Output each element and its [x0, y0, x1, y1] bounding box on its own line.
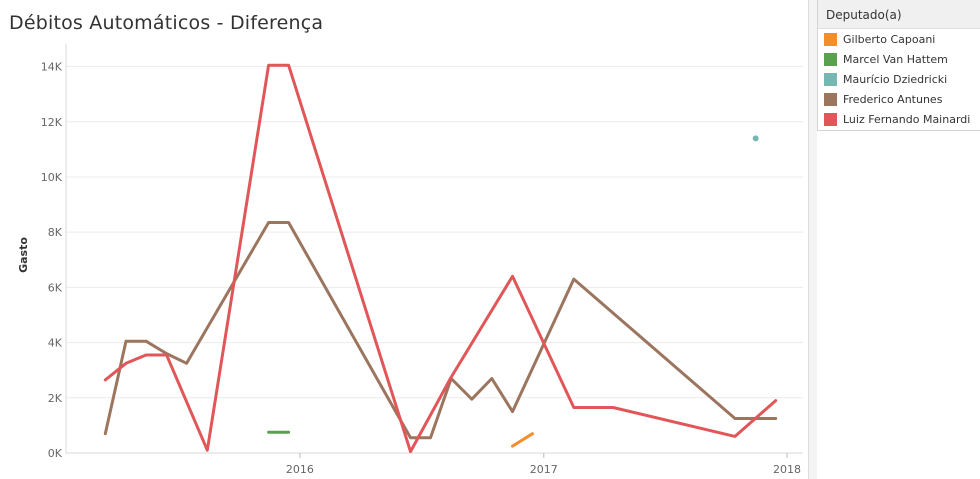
legend-label: Luiz Fernando Mainardi: [843, 112, 971, 126]
legend-swatch: [824, 72, 837, 86]
series-line-gilberto-capoani[interactable]: [511, 432, 534, 448]
y-tick-label: 14K: [41, 61, 63, 74]
y-tick-label: 12K: [41, 116, 63, 129]
series-point-mauricio-dziedricki[interactable]: [752, 135, 759, 142]
legend-item-frederico-antunes[interactable]: Frederico Antunes: [818, 89, 980, 109]
axes: 0K 2K 4K 6K 8K 10K 12K 14K 2016 2017 2018: [41, 44, 803, 476]
series-lines: [103, 63, 778, 454]
y-tick-label: 0K: [48, 447, 63, 460]
series-line-luiz-fernando-mainardi[interactable]: [103, 63, 778, 454]
x-tick-label: 2017: [530, 463, 558, 476]
legend-label: Gilberto Capoani: [843, 32, 936, 46]
y-tick-label: 6K: [48, 281, 63, 294]
legend-item-marcel-van-hattem[interactable]: Marcel Van Hattem: [818, 49, 980, 69]
legend-item-gilberto-capoani[interactable]: Gilberto Capoani: [818, 29, 980, 49]
y-tick-label: 8K: [48, 226, 63, 239]
legend-label: Marcel Van Hattem: [843, 52, 948, 66]
legend-items: Gilberto Capoani Marcel Van Hattem Mauríci…: [818, 29, 980, 129]
series-line-frederico-antunes[interactable]: [103, 221, 778, 440]
legend-label: Maurício Dziedricki: [843, 72, 948, 86]
legend-swatch: [824, 112, 837, 126]
legend-item-mauricio-dziedricki[interactable]: Maurício Dziedricki: [818, 69, 980, 89]
legend-label: Frederico Antunes: [843, 92, 943, 106]
legend-title: Deputado(a): [818, 0, 980, 29]
legend-item-luiz-fernando-mainardi[interactable]: Luiz Fernando Mainardi: [818, 109, 980, 129]
gridlines: [66, 66, 803, 399]
legend: Deputado(a) Gilberto Capoani Marcel Van H…: [817, 0, 980, 131]
legend-swatch: [824, 32, 837, 46]
chart-title: Débitos Automáticos - Diferença: [9, 12, 324, 34]
y-tick-label: 4K: [48, 337, 63, 350]
y-tick-label: 2K: [48, 392, 63, 405]
y-tick-label: 10K: [41, 171, 63, 184]
panel-divider: [808, 0, 817, 479]
x-tick-label: 2018: [773, 463, 801, 476]
legend-swatch: [824, 52, 837, 66]
legend-swatch: [824, 92, 837, 106]
chart-canvas: 0K 2K 4K 6K 8K 10K 12K 14K 2016 2017 2018 Gasto: [17, 44, 803, 476]
x-tick-label: 2016: [286, 463, 314, 476]
y-axis-title: Gasto: [17, 237, 30, 273]
